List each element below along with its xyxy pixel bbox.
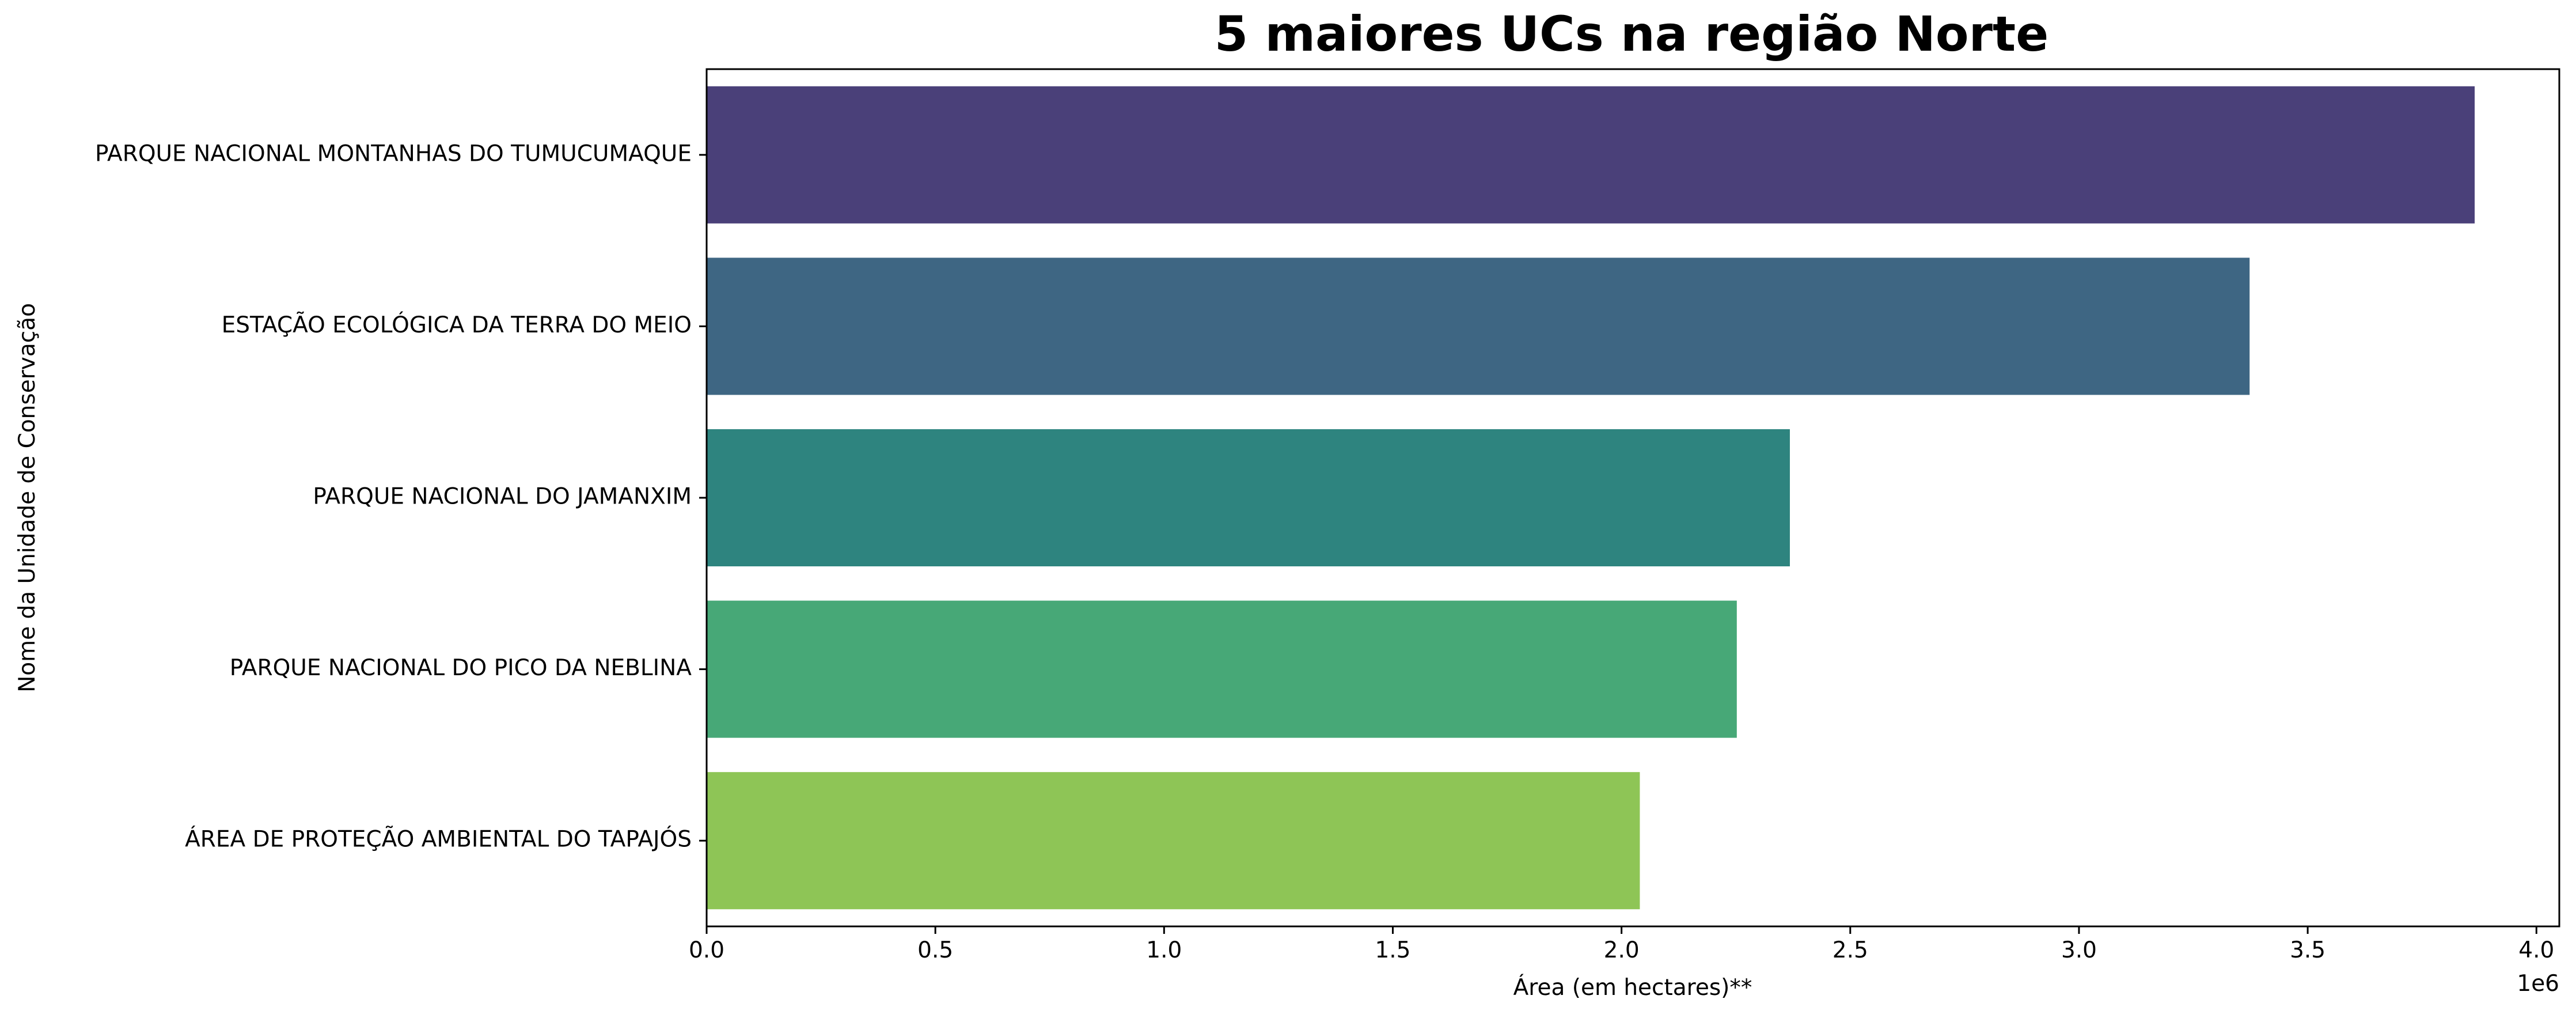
bar (707, 600, 1737, 738)
y-tick-label: ESTAÇÃO ECOLÓGICA DA TERRA DO MEIO (222, 311, 692, 338)
x-tick-label: 1.0 (1146, 937, 1182, 963)
x-tick-label: 3.0 (2061, 937, 2097, 963)
x-offset-label: 1e6 (2517, 971, 2559, 997)
x-tick-label: 4.0 (2518, 937, 2554, 963)
x-tick-label: 1.5 (1375, 937, 1410, 963)
x-tick-label: 3.5 (2290, 937, 2325, 963)
y-tick-label: ÁREA DE PROTEÇÃO AMBIENTAL DO TAPAJÓS (185, 826, 692, 853)
bar (707, 258, 2250, 395)
x-tick-label: 0.0 (689, 937, 724, 963)
x-axis-label: Área (em hectares)** (1513, 974, 1752, 1001)
y-axis-label: Nome da Unidade de Conservação (14, 303, 40, 692)
x-tick-label: 2.0 (1604, 937, 1640, 963)
y-tick-label: PARQUE NACIONAL DO JAMANXIM (313, 484, 692, 510)
bars-group (707, 86, 2475, 910)
bar (707, 772, 1640, 910)
y-axis: PARQUE NACIONAL MONTANHAS DO TUMUCUMAQUE… (95, 141, 707, 853)
x-axis: 0.0 0.5 1.0 1.5 2.0 2.5 3.0 3.5 4.0 (689, 926, 2554, 963)
x-tick-label: 0.5 (917, 937, 953, 963)
y-tick-label: PARQUE NACIONAL DO PICO DA NEBLINA (230, 655, 692, 681)
y-tick-label: PARQUE NACIONAL MONTANHAS DO TUMUCUMAQUE (95, 141, 692, 166)
chart-title: 5 maiores UCs na região Norte (1215, 6, 2048, 62)
bar (707, 86, 2475, 224)
x-tick-label: 2.5 (1833, 937, 1868, 963)
bar (707, 429, 1790, 567)
